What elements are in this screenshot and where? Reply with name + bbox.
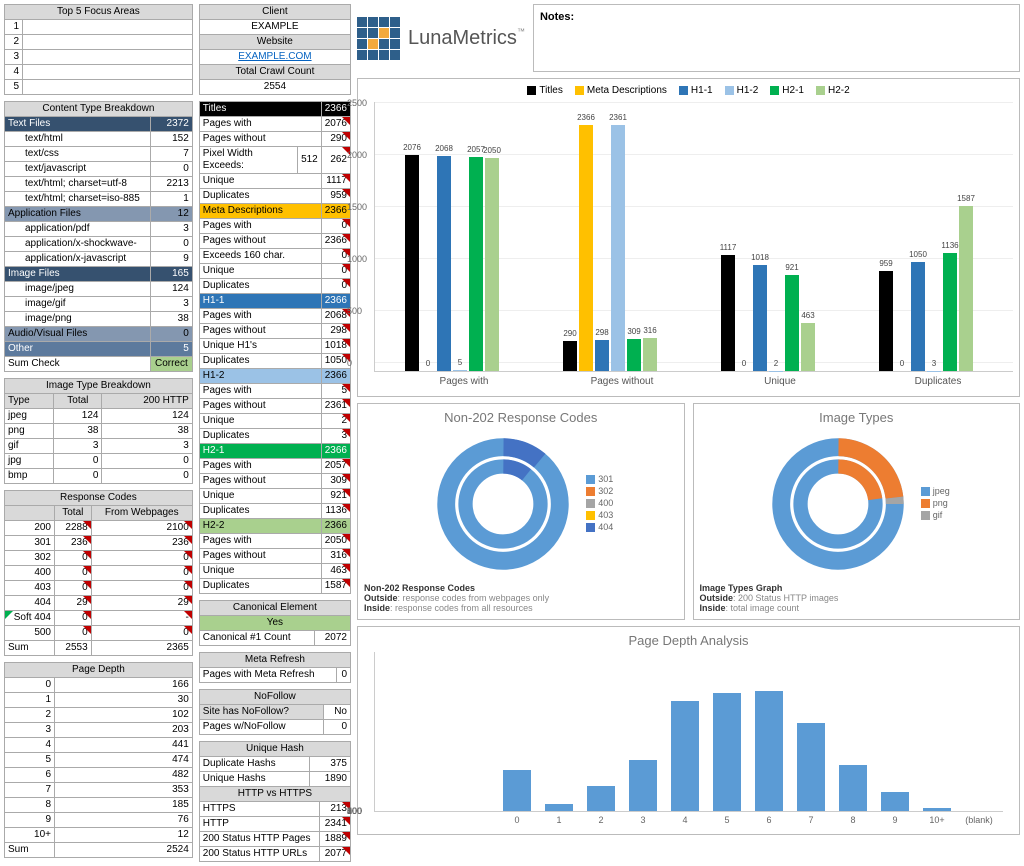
page-depth-title: Page Depth	[5, 663, 193, 678]
donut-image-panel: Image Types jpegpnggif Image Types Graph…	[693, 403, 1021, 620]
logo: LunaMetrics™	[357, 4, 525, 72]
canonical-table: Canonical Element Yes Canonical #1 Count…	[199, 600, 351, 646]
focus-areas-table: Top 5 Focus Areas 12345	[4, 4, 193, 95]
response-title: Response Codes	[5, 491, 193, 506]
bar-chart: 05001000150020002500207602068520572050Pa…	[374, 102, 1013, 372]
content-type-table: Content Type Breakdown Text Files2372tex…	[4, 101, 193, 372]
image-type-table: Image Type Breakdown TypeTotal200 HTTP j…	[4, 378, 193, 484]
page-depth-table: Page Depth 01661302102320344415474648273…	[4, 662, 193, 858]
sumcheck-label: Sum Check	[5, 357, 151, 372]
image-type-title: Image Type Breakdown	[5, 379, 193, 394]
https-table: HTTP vs HTTPS HTTPS213HTTP2341200 Status…	[199, 786, 351, 862]
client-table: Client EXAMPLE Website EXAMPLE.COM Total…	[199, 4, 351, 95]
donut-image	[763, 429, 913, 579]
tags-table: Titles2366Pages with2076Pages without290…	[199, 101, 351, 594]
donut-response-panel: Non-202 Response Codes 301302400403404 N…	[357, 403, 685, 620]
sumcheck-value: Correct	[150, 357, 192, 372]
meta-refresh-table: Meta Refresh Pages with Meta Refresh0	[199, 652, 351, 683]
bar-legend: TitlesMeta DescriptionsH1-1H1-2H2-1H2-2	[364, 85, 1013, 96]
donut-response	[428, 429, 578, 579]
depth-chart-panel: Page Depth Analysis 01002003004005006000…	[357, 626, 1020, 835]
content-type-title: Content Type Breakdown	[5, 102, 193, 117]
focus-title: Top 5 Focus Areas	[5, 5, 193, 20]
website-link[interactable]: EXAMPLE.COM	[238, 51, 311, 62]
depth-chart: 0100200300400500600012345678910+(blank)	[374, 652, 1003, 812]
bar-chart-panel: TitlesMeta DescriptionsH1-1H1-2H2-1H2-2 …	[357, 78, 1020, 397]
notes-panel[interactable]: Notes:	[533, 4, 1020, 72]
unique-hash-table: Unique Hash Duplicate Hashs375Unique Has…	[199, 741, 351, 787]
response-codes-table: Response Codes TotalFrom Webpages 200228…	[4, 490, 193, 656]
nofollow-table: NoFollow Site has NoFollow?NoPages w/NoF…	[199, 689, 351, 735]
